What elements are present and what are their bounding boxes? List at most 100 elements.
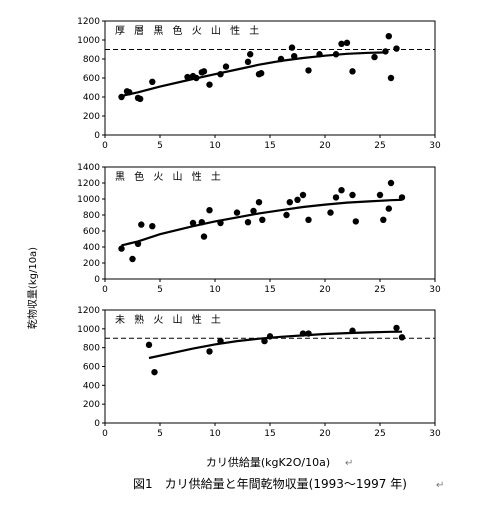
data-point [151, 368, 158, 376]
data-point [332, 51, 340, 58]
data-point [327, 209, 334, 216]
y-tick-label: 1000 [77, 36, 100, 46]
fit-curve [148, 330, 403, 360]
x-tick-label: 30 [429, 141, 441, 151]
data-point [286, 199, 293, 206]
x-tick-label: 5 [157, 285, 163, 295]
data-point [305, 330, 312, 337]
x-axis-label: カリ供給量(kgK2O/10a) [206, 455, 330, 469]
data-point [352, 218, 359, 225]
y-tick-label: 800 [83, 55, 100, 65]
y-tick-label: 200 [83, 400, 100, 410]
data-point [118, 245, 125, 252]
x-tick-label: 25 [374, 285, 385, 295]
caption-return-mark: ↵ [436, 480, 444, 491]
data-point [288, 44, 296, 51]
data-point [393, 45, 400, 52]
fit-curve [121, 198, 403, 247]
panel-1: 0 200 400 600 800 1000 1200 0 5 10 15 20 25 30 厚 層 黒 色… [77, 17, 441, 151]
data-point [382, 48, 389, 55]
y-tick-label: 1000 [77, 195, 100, 205]
x-tick-label: 15 [264, 429, 275, 439]
data-point [200, 68, 208, 75]
data-point [349, 68, 356, 75]
data-point [261, 337, 268, 345]
y-tick-label: 200 [83, 112, 100, 122]
x-tick-label: 5 [157, 141, 163, 151]
y-tick-label: 0 [94, 275, 100, 285]
data-point [338, 40, 345, 47]
x-tick-label: 25 [374, 141, 385, 151]
y-tick-label: 1000 [77, 325, 100, 335]
data-point [138, 221, 145, 228]
data-point [217, 337, 224, 345]
panel-title: 厚 層 黒 色 火 山 性 土 [115, 24, 262, 37]
data-point [244, 219, 252, 226]
figure-caption: 図1 カリ供給量と年間乾物収量(1993～1997 年) [133, 477, 407, 491]
y-tick-label: 200 [83, 259, 100, 269]
data-point [387, 179, 395, 187]
data-point [385, 33, 392, 40]
data-point [259, 216, 266, 223]
data-point [387, 74, 395, 82]
data-point [291, 52, 298, 60]
data-point [149, 78, 156, 86]
data-point [393, 324, 400, 332]
data-point [222, 63, 230, 70]
y-tick-label: 400 [83, 93, 100, 103]
y-tick-label: 600 [83, 363, 100, 373]
panel-2: 0 200 400 600 800 1000 1200 1400 0 5 10 15 20 25 30 黒 色… [77, 163, 441, 295]
panel-3: 0 200 400 600 800 1000 1200 0 5 10 15 20 25 30 未 熟 火 山… [77, 306, 441, 439]
data-point [198, 219, 205, 226]
y-tick-label: 0 [94, 131, 100, 141]
data-point [134, 240, 142, 247]
data-point [137, 95, 144, 103]
x-tick-label: 15 [264, 141, 275, 151]
data-point [294, 196, 301, 203]
x-tick-label: 0 [102, 141, 108, 151]
data-point [398, 334, 406, 341]
data-point [338, 187, 345, 194]
data-point [332, 194, 340, 201]
data-point [371, 53, 378, 61]
data-point [247, 51, 254, 58]
data-point [305, 216, 312, 223]
y-tick-label: 600 [83, 227, 100, 237]
data-point [376, 191, 384, 199]
plot-frame [104, 166, 436, 280]
y-tick-label: 800 [83, 344, 100, 354]
data-point [129, 255, 136, 263]
data-point [206, 207, 213, 214]
y-tick-label: 400 [83, 243, 100, 253]
y-axis-label: 乾物収量(kg/10a) [26, 247, 39, 329]
data-point [316, 51, 323, 58]
x-tick-label: 10 [209, 429, 221, 439]
data-point [189, 219, 197, 227]
data-point [283, 211, 290, 219]
data-point [299, 330, 307, 337]
plot-frame [104, 20, 436, 136]
y-tick-label: 800 [83, 211, 100, 221]
data-point [255, 199, 263, 206]
data-point [258, 70, 265, 77]
data-point [299, 191, 307, 199]
data-point [277, 55, 285, 63]
y-tick-label: 400 [83, 381, 100, 391]
x-tick-label: 25 [374, 429, 385, 439]
data-point [206, 348, 213, 355]
data-point [380, 216, 387, 223]
data-point [200, 233, 208, 240]
y-tick-label: 1200 [77, 306, 100, 316]
y-tick-label: 600 [83, 74, 100, 84]
x-tick-label: 15 [264, 285, 275, 295]
x-tick-label: 10 [209, 141, 221, 151]
x-tick-label: 30 [429, 429, 441, 439]
data-point [118, 93, 125, 101]
data-point [385, 205, 392, 212]
data-point [244, 58, 252, 66]
x-tick-label: 5 [157, 429, 163, 439]
x-tick-label: 0 [102, 285, 108, 295]
data-point [349, 191, 356, 199]
